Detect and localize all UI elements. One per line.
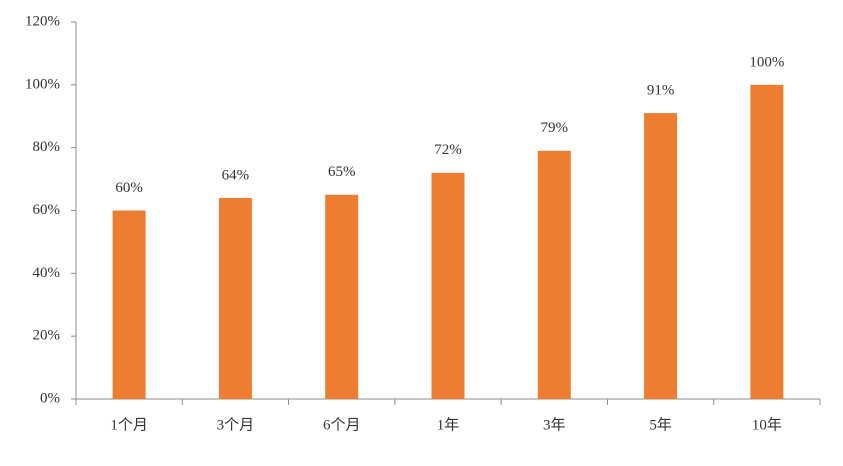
bar <box>325 194 359 399</box>
bar <box>644 113 678 399</box>
x-tick-label: 3年 <box>543 416 566 433</box>
x-tick-label: 3个月 <box>217 416 255 433</box>
x-tick-label: 10年 <box>752 416 782 433</box>
y-tick-label: 0% <box>40 390 60 406</box>
value-label: 100% <box>749 54 784 70</box>
value-label: 72% <box>434 142 462 158</box>
y-tick-label: 20% <box>33 328 61 344</box>
value-label: 91% <box>647 83 675 99</box>
value-label: 64% <box>222 167 250 183</box>
x-tick-label: 5年 <box>649 416 672 433</box>
x-tick-label: 6个月 <box>323 416 361 433</box>
bar <box>431 172 465 399</box>
bar <box>218 197 252 399</box>
value-label: 65% <box>328 164 356 180</box>
x-tick-label: 1年 <box>437 416 460 433</box>
value-label: 79% <box>541 120 569 136</box>
y-tick-label: 40% <box>33 265 61 281</box>
bar <box>537 150 571 399</box>
bar <box>750 84 784 399</box>
y-tick-label: 60% <box>33 202 61 218</box>
x-tick-label: 1个月 <box>110 416 148 433</box>
value-label: 60% <box>115 180 143 196</box>
y-tick-label: 80% <box>33 139 61 155</box>
y-tick-label: 120% <box>25 13 60 29</box>
y-tick-label: 100% <box>25 76 60 92</box>
bar <box>112 210 146 399</box>
